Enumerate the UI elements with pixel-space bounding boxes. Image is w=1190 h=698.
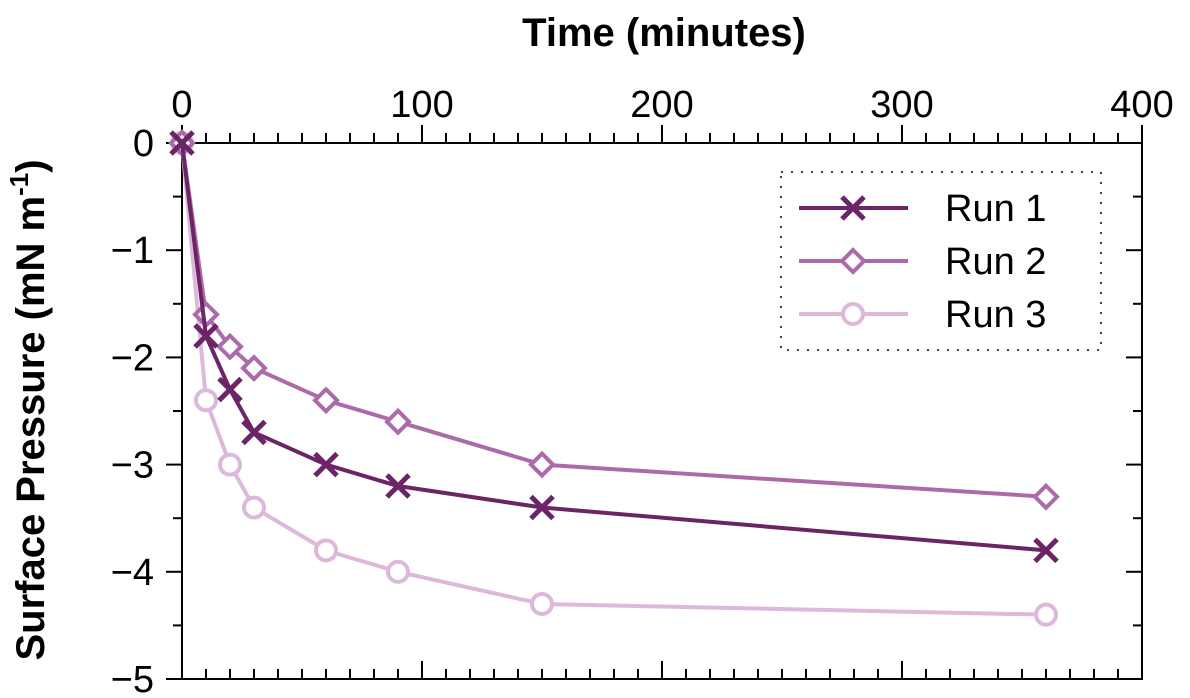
x-axis-title: Time (minutes)	[522, 11, 806, 55]
data-point-circle	[530, 591, 554, 616]
data-point-circle	[194, 388, 218, 413]
x-marker-stroke	[217, 376, 243, 403]
series-line	[180, 142, 1047, 553]
legend-item: Run 3	[799, 294, 1046, 336]
y-axis-title-superscript: -1	[4, 173, 34, 196]
data-point-circle	[218, 452, 242, 477]
y-axis-title-main: Surface Pressure (mN m	[9, 196, 53, 661]
data-point-diamond	[1032, 482, 1060, 511]
series-line	[180, 142, 1047, 617]
x-tick-label: 400	[1110, 84, 1173, 126]
x-marker-stroke	[529, 494, 555, 521]
x-tick-label: 0	[171, 84, 192, 126]
data-point-x	[385, 473, 411, 499]
data-point-x	[1033, 537, 1059, 564]
y-tick-label: −1	[111, 230, 154, 272]
x-marker-stroke	[169, 130, 195, 156]
legend-item: Run 2	[799, 241, 1046, 283]
data-point-circle	[314, 538, 338, 563]
data-point-diamond	[839, 247, 867, 275]
x-marker-stroke	[840, 195, 866, 221]
legend-label: Run 2	[945, 241, 1046, 283]
data-point-diamond	[240, 354, 268, 382]
legend-label: Run 3	[945, 294, 1046, 336]
data-point-diamond	[528, 450, 556, 479]
x-tick-labels: 0 100 200 300 400	[171, 84, 1173, 126]
series-run-3	[170, 131, 1058, 627]
data-point-diamond	[312, 386, 340, 415]
x-marker-stroke	[193, 323, 219, 349]
series-run-1	[169, 130, 1059, 564]
x-tick-label: 300	[870, 84, 933, 126]
data-point-x	[529, 494, 555, 521]
x-marker-stroke	[1033, 537, 1059, 564]
x-marker-stroke	[385, 473, 411, 499]
y-tick-label: −4	[111, 552, 154, 594]
series-line	[180, 142, 1047, 499]
data-point-x	[217, 376, 243, 403]
data-point-x	[313, 451, 339, 478]
x-tick-label: 200	[630, 84, 693, 126]
data-point-diamond	[384, 407, 412, 436]
data-point-x	[169, 130, 195, 156]
y-tick-label: −2	[111, 337, 154, 379]
data-point-x	[840, 195, 866, 221]
data-point-circle	[242, 495, 266, 520]
y-axis-title-end: )	[9, 159, 53, 172]
legend: Run 1 Run 2 Run 3	[780, 171, 1102, 351]
y-tick-label: −5	[111, 659, 154, 698]
legend-label: Run 1	[945, 188, 1046, 230]
data-point-x	[193, 323, 219, 349]
legend-box	[780, 171, 1102, 351]
x-tick-label: 100	[390, 84, 453, 126]
x-marker-stroke	[241, 419, 267, 446]
data-point-diamond	[216, 332, 244, 361]
data-point-circle	[1034, 602, 1058, 627]
y-tick-labels: 0 −1 −2 −3 −4 −5	[111, 123, 154, 698]
data-point-circle	[386, 559, 410, 584]
x-marker-stroke	[313, 451, 339, 478]
y-tick-label: −3	[111, 445, 154, 487]
series-run-2	[168, 129, 1060, 511]
y-tick-label: 0	[133, 123, 154, 165]
y-axis-title: Surface Pressure (mN m-1)	[4, 159, 53, 660]
legend-item: Run 1	[799, 188, 1046, 230]
data-point-x	[241, 419, 267, 446]
series-group	[168, 129, 1060, 627]
data-point-circle	[841, 302, 865, 326]
